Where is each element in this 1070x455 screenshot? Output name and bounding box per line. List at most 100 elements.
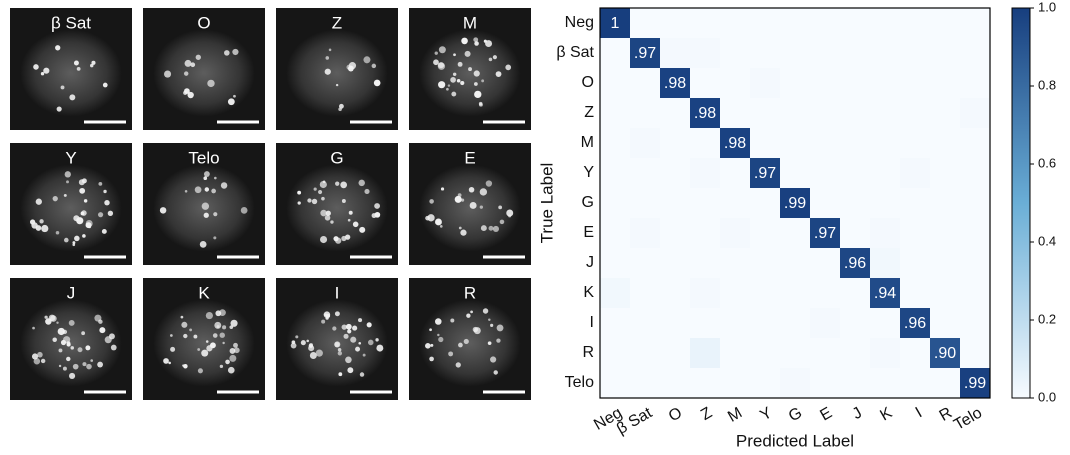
heatmap-cell [870, 338, 900, 368]
focus-spot [57, 106, 62, 111]
nucleus [419, 29, 521, 117]
panel-label: K [198, 283, 210, 302]
heatmap-cell [930, 8, 960, 38]
heatmap-cell [960, 188, 990, 218]
focus-spot [229, 325, 233, 329]
heatmap-cell [780, 278, 810, 308]
x-tick-label: G [786, 404, 805, 425]
focus-spot [338, 348, 342, 352]
heatmap-cell [750, 338, 780, 368]
heatmap-cell [600, 218, 630, 248]
nucleus [419, 299, 521, 387]
heatmap-cell [840, 278, 870, 308]
heatmap-cell [960, 38, 990, 68]
focus-spot [340, 182, 347, 189]
x-tick-label: K [877, 404, 895, 424]
heatmap-cell [840, 38, 870, 68]
focus-spot [301, 340, 306, 345]
focus-spot [187, 92, 193, 98]
heatmap-cell [690, 8, 720, 38]
focus-spot [210, 342, 216, 348]
heatmap-cell [660, 188, 690, 218]
focus-spot [481, 225, 487, 231]
focus-spot [343, 334, 348, 339]
y-tick-label: J [586, 254, 594, 271]
heatmap-cell [780, 368, 810, 398]
focus-spot [59, 348, 63, 352]
focus-spot [69, 373, 75, 379]
focus-spot [213, 333, 218, 338]
heatmap-cell [930, 188, 960, 218]
focus-spot [338, 107, 342, 111]
heatmap-cell [900, 8, 930, 38]
heatmap-cell [840, 308, 870, 338]
focus-spot [349, 211, 353, 215]
heatmap-cell [810, 38, 840, 68]
heatmap-cell [870, 248, 900, 278]
heatmap-cell [630, 308, 660, 338]
heatmap-cell [720, 158, 750, 188]
heatmap-cell [930, 158, 960, 188]
focus-spot [168, 362, 171, 365]
heatmap-cell [660, 38, 690, 68]
focus-spot [338, 372, 342, 376]
focus-spot [355, 347, 360, 352]
x-tick-label: J [850, 404, 865, 423]
focus-spot [183, 334, 187, 338]
focus-spot [459, 227, 462, 230]
heatmap-cell [690, 218, 720, 248]
focus-spot [295, 335, 298, 338]
focus-spot [205, 187, 209, 191]
heatmap-cell [630, 218, 660, 248]
focus-spot [63, 367, 67, 371]
heatmap-cell [690, 158, 720, 188]
heatmap-cell [870, 8, 900, 38]
nucleus [286, 29, 388, 117]
focus-spot [228, 98, 235, 105]
focus-spot [222, 325, 226, 329]
heatmap-cell [720, 338, 750, 368]
x-tick-label: Y [757, 404, 775, 424]
focus-spot [160, 207, 166, 213]
nucleus [153, 299, 255, 387]
heatmap-cell [870, 158, 900, 188]
focus-spot [98, 182, 102, 186]
heatmap-cell [750, 248, 780, 278]
focus-spot [34, 358, 41, 365]
focus-spot [483, 308, 488, 313]
figure: Predicted Label True Label β SatOZMYTelo… [0, 0, 1070, 455]
heatmap-cell [870, 68, 900, 98]
nucleus [20, 164, 122, 252]
focus-spot [85, 345, 90, 350]
focus-spot [233, 95, 236, 98]
heatmap-cell [930, 68, 960, 98]
focus-spot [460, 81, 464, 85]
focus-spot [37, 352, 43, 358]
heatmap-cell [780, 338, 810, 368]
focus-spot [200, 241, 207, 248]
y-tick-label: Telo [565, 374, 594, 391]
heatmap-cell [660, 8, 690, 38]
focus-spot [320, 236, 327, 243]
focus-spot [211, 189, 216, 194]
focus-spot [341, 236, 346, 241]
focus-spot [72, 243, 75, 246]
focus-spot [367, 322, 372, 327]
focus-spot [298, 201, 301, 204]
colorbar [1012, 8, 1030, 398]
focus-spot [435, 219, 442, 226]
focus-spot [63, 330, 67, 334]
heatmap-cell [900, 68, 930, 98]
panel-label: E [464, 148, 475, 167]
focus-spot [213, 212, 217, 216]
heatmap-cell [660, 338, 690, 368]
heatmap-cell [720, 38, 750, 68]
focus-spot [310, 352, 317, 359]
focus-spot [363, 354, 366, 357]
focus-spot [497, 324, 504, 331]
focus-spot [453, 73, 456, 76]
focus-spot [488, 341, 492, 345]
focus-spot [348, 219, 351, 222]
focus-spot [451, 92, 456, 97]
focus-spot [56, 231, 60, 235]
